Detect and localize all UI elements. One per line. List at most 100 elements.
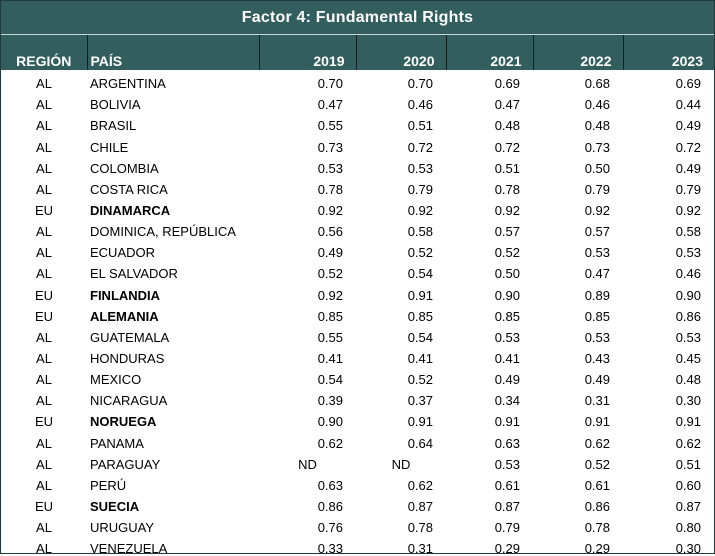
- region-cell: AL: [36, 541, 52, 556]
- region-cell: AL: [36, 139, 52, 155]
- score-cell: 0.29: [584, 541, 610, 556]
- header-pais: PAÍS: [87, 35, 260, 70]
- score-cell: 0.53: [675, 329, 701, 345]
- score-cell: 0.63: [317, 477, 343, 493]
- country-cell: GUATEMALA: [90, 329, 170, 345]
- score-cell: 0.79: [584, 181, 610, 197]
- table-row: EU SUECIA 0.86 0.87 0.87 0.86 0.87: [1, 493, 714, 514]
- score-cell: 0.33: [317, 541, 343, 556]
- score-cell: 0.34: [494, 393, 520, 409]
- score-cell: 0.70: [317, 76, 343, 92]
- region-cell: AL: [36, 372, 52, 388]
- country-cell: BRASIL: [90, 118, 137, 134]
- header-year: 2022: [533, 35, 624, 70]
- region-cell: AL: [36, 456, 52, 472]
- table-row: AL URUGUAY 0.76 0.78 0.79 0.78 0.80: [1, 514, 714, 535]
- country-cell: DOMINICA, REPÚBLICA: [90, 224, 236, 240]
- table-row: AL PERÚ 0.63 0.62 0.61 0.61 0.60: [1, 472, 714, 493]
- country-cell: COLOMBIA: [90, 160, 159, 176]
- header-year: 2021: [446, 35, 534, 70]
- score-cell: 0.49: [675, 160, 701, 176]
- score-cell: 0.46: [584, 97, 610, 113]
- score-cell: 0.47: [584, 266, 610, 282]
- region-cell: AL: [36, 329, 52, 345]
- score-cell: 0.53: [317, 160, 343, 176]
- region-cell: AL: [36, 266, 52, 282]
- score-cell: 0.64: [407, 435, 433, 451]
- country-cell: FINLANDIA: [90, 287, 161, 303]
- score-cell: 0.78: [407, 520, 433, 536]
- score-cell: 0.39: [317, 393, 343, 409]
- score-cell: 0.47: [317, 97, 343, 113]
- score-cell: 0.49: [317, 245, 343, 261]
- score-cell: 0.49: [494, 372, 520, 388]
- score-cell: 0.29: [494, 541, 520, 556]
- region-cell: AL: [36, 224, 52, 240]
- score-cell: 0.55: [317, 118, 343, 134]
- score-cell: 0.55: [317, 329, 343, 345]
- score-cell: 0.68: [584, 76, 610, 92]
- score-cell: 0.50: [494, 266, 520, 282]
- score-cell: 0.49: [584, 372, 610, 388]
- score-cell: 0.76: [317, 520, 343, 536]
- score-cell: 0.60: [675, 477, 701, 493]
- region-cell: AL: [36, 393, 52, 409]
- region-cell: AL: [36, 520, 52, 536]
- score-cell: 0.86: [584, 498, 610, 514]
- country-cell: URUGUAY: [90, 520, 155, 536]
- score-cell: 0.73: [584, 139, 610, 155]
- table-row: AL NICARAGUA 0.39 0.37 0.34 0.31 0.30: [1, 387, 714, 408]
- score-cell: 0.89: [584, 287, 610, 303]
- score-cell: 0.61: [584, 477, 610, 493]
- score-cell: 0.54: [407, 329, 433, 345]
- score-cell: 0.51: [407, 118, 433, 134]
- score-cell: 0.51: [675, 456, 701, 472]
- score-cell: 0.56: [317, 224, 343, 240]
- table-row: EU NORUEGA 0.90 0.91 0.91 0.91 0.91: [1, 408, 714, 429]
- country-cell: PARAGUAY: [90, 456, 161, 472]
- score-cell: 0.53: [494, 329, 520, 345]
- header-year: 2023: [623, 35, 714, 70]
- table-row: AL GUATEMALA 0.55 0.54 0.53 0.53 0.53: [1, 324, 714, 345]
- score-cell: 0.69: [494, 76, 520, 92]
- fundamental-rights-table: REGIÓN PAÍS 2019 2020 2021 2022 2023 AL A…: [1, 35, 714, 556]
- score-cell: 0.37: [407, 393, 433, 409]
- region-cell: EU: [34, 498, 54, 514]
- score-cell: 0.92: [317, 202, 343, 218]
- score-cell: 0.48: [675, 372, 701, 388]
- country-cell: PANAMA: [90, 435, 144, 451]
- score-cell: 0.53: [675, 245, 701, 261]
- score-cell: 0.31: [584, 393, 610, 409]
- score-cell: 0.92: [407, 202, 433, 218]
- country-cell: PERÚ: [90, 477, 127, 493]
- country-cell: DINAMARCA: [90, 202, 171, 218]
- country-cell: COSTA RICA: [90, 181, 168, 197]
- country-cell: ALEMANIA: [90, 308, 159, 324]
- table-row: AL COLOMBIA 0.53 0.53 0.51 0.50 0.49: [1, 155, 714, 176]
- region-cell: AL: [36, 245, 52, 261]
- score-cell: 0.85: [584, 308, 610, 324]
- table-row: EU FINLANDIA 0.92 0.91 0.90 0.89 0.90: [1, 281, 714, 303]
- region-cell: AL: [36, 181, 52, 197]
- score-cell: 0.61: [494, 477, 520, 493]
- score-cell: 0.52: [584, 456, 610, 472]
- score-cell: 0.53: [494, 456, 520, 472]
- region-cell: AL: [36, 97, 52, 113]
- score-cell: 0.72: [675, 139, 701, 155]
- table-row: EU DINAMARCA 0.92 0.92 0.92 0.92 0.92: [1, 197, 714, 218]
- table-title: Factor 4: Fundamental Rights: [1, 1, 714, 35]
- score-cell: 0.80: [675, 520, 701, 536]
- header-region: REGIÓN: [1, 35, 88, 70]
- country-cell: SUECIA: [90, 498, 140, 514]
- score-cell: 0.50: [584, 160, 610, 176]
- region-cell: EU: [34, 287, 54, 303]
- score-cell: 0.48: [494, 118, 520, 134]
- table-row: AL HONDURAS 0.41 0.41 0.41 0.43 0.45: [1, 345, 714, 366]
- score-cell: 0.92: [317, 287, 343, 303]
- score-cell: ND: [391, 456, 411, 472]
- score-cell: 0.43: [584, 350, 610, 366]
- country-cell: NORUEGA: [90, 414, 157, 430]
- score-cell: 0.85: [494, 308, 520, 324]
- header-year: 2020: [356, 35, 447, 70]
- score-cell: 0.90: [675, 287, 701, 303]
